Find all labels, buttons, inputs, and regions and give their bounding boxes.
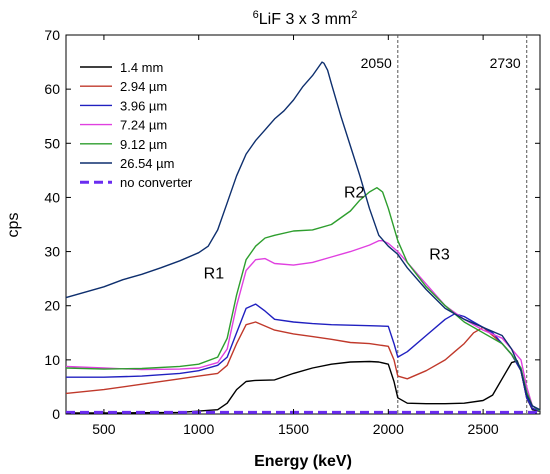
title-text: LiF 3 x 3 mm [259,11,351,28]
y-tick-label: 70 [44,27,60,43]
legend-label-6: no converter [120,175,193,190]
y-tick-label: 20 [44,298,60,314]
vertical-lines: 2050 2730 [361,35,528,414]
legend-label-1: 2.94 µm [120,79,167,94]
legend-label-3: 7.24 µm [120,118,167,133]
x-axis-title: Energy (keV) [254,453,352,470]
legend-label-0: 1.4 mm [120,60,163,75]
x-tick-label: 2000 [373,421,404,437]
y-tick-label: 10 [44,352,60,368]
ticks-layer: 500 1000 1500 2000 2500 0 10 20 30 40 50 60 70 [44,27,540,437]
annotation-r2: R2 [344,184,365,201]
series-line-0 [66,360,541,414]
series-line-4 [65,186,541,412]
vline-label-2730: 2730 [490,55,521,71]
y-tick-label: 40 [44,189,60,205]
x-tick-label: 500 [92,421,116,437]
series-line-1 [65,321,541,412]
legend-label-5: 26.54 µm [120,156,174,171]
y-tick-label: 60 [44,81,60,97]
annotations-layer: R1 R2 R3 [204,184,450,282]
x-tick-label: 1000 [183,421,214,437]
vline-label-2050: 2050 [361,55,392,71]
y-tick-label: 50 [44,135,60,151]
annotation-r3: R3 [429,247,450,264]
annotation-r1: R1 [204,266,225,283]
y-tick-label: 0 [52,406,60,422]
title-exponent: 2 [351,9,357,21]
title-superscript: 6 [253,9,259,21]
series-line-3 [65,239,541,412]
series-line-2 [66,303,541,412]
chart-title: 6LiF 3 x 3 mm2 [253,9,358,28]
legend-label-2: 3.96 µm [120,98,167,113]
series-line-5 [65,61,541,411]
y-axis-title: cps [5,213,22,238]
x-tick-label: 2500 [468,421,499,437]
series-layer [65,61,541,414]
x-tick-label: 1500 [278,421,309,437]
legend-label-4: 9.12 µm [120,137,167,152]
legend: 1.4 mm 2.94 µm 3.96 µm 7.24 µm 9.12 µm 26.54 … [80,60,193,190]
plot-frame [65,34,541,415]
y-tick-label: 30 [44,244,60,260]
